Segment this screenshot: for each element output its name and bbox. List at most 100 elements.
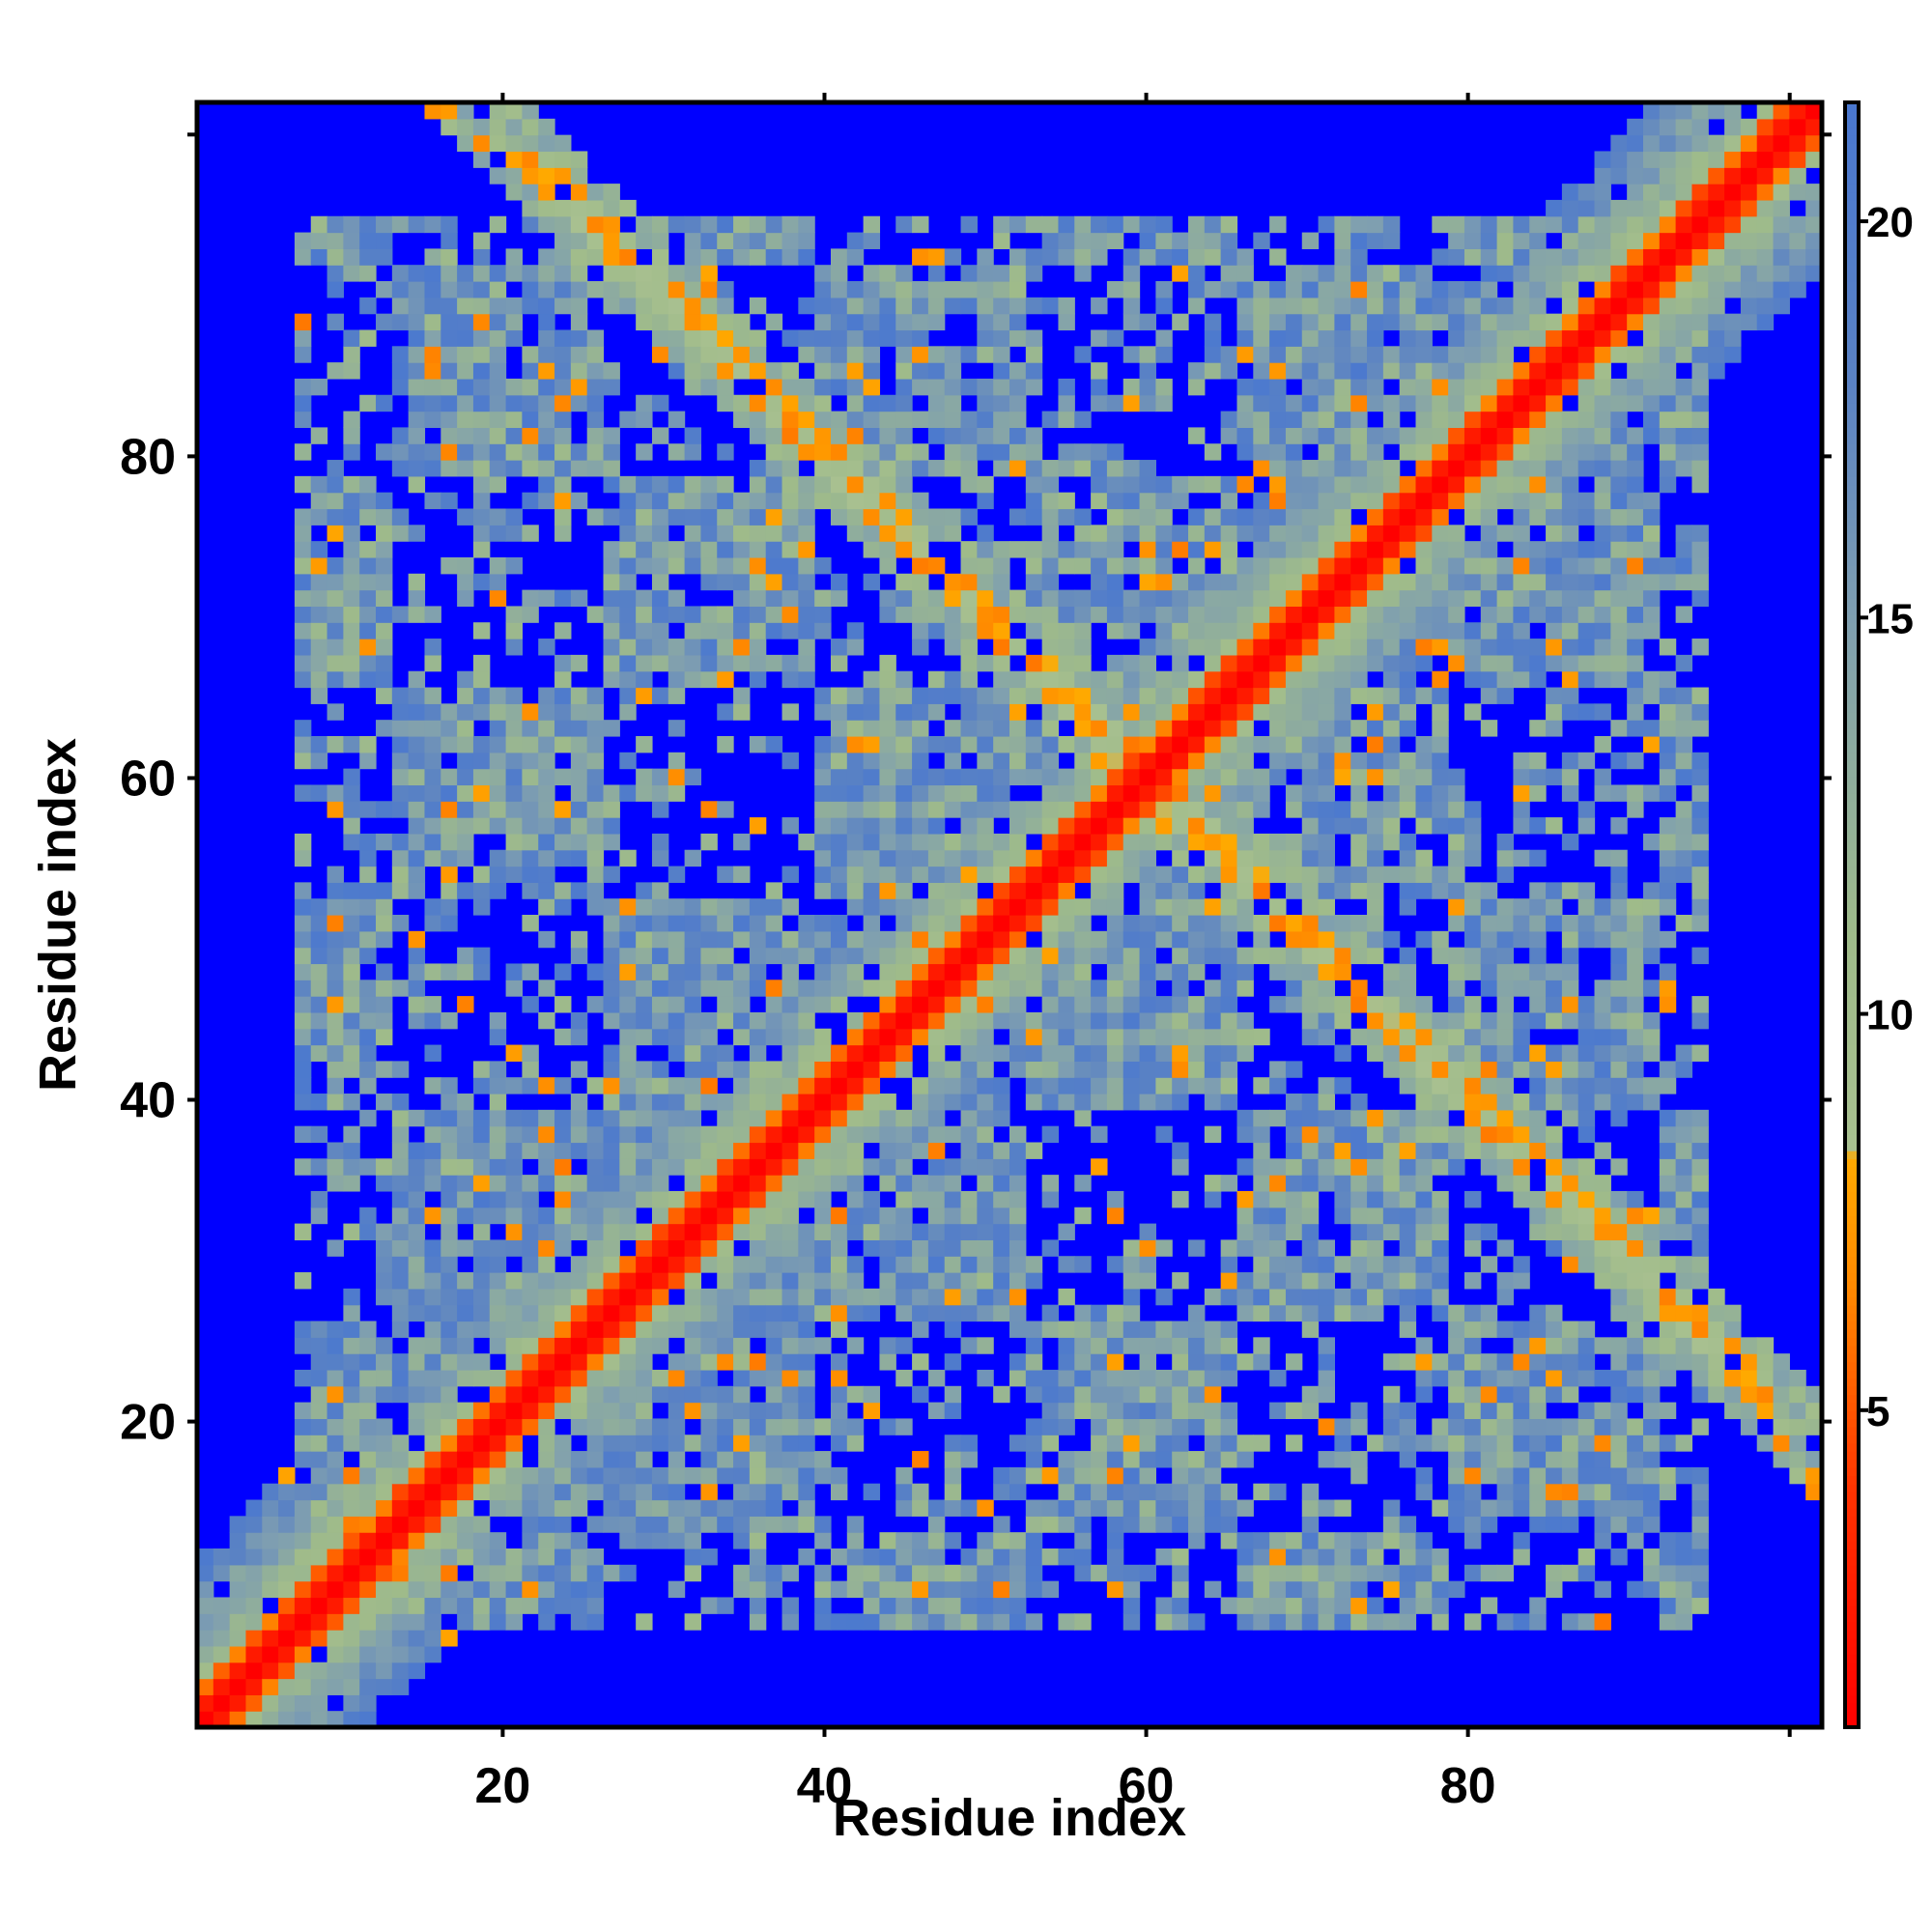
heatmap-cell (749, 508, 767, 526)
heatmap-cell (489, 720, 507, 737)
heatmap-cell (977, 930, 994, 949)
heatmap-cell (1432, 866, 1449, 883)
heatmap-cell (1382, 1207, 1401, 1225)
heatmap-cell (1399, 947, 1417, 965)
heatmap-cell (1155, 1288, 1173, 1306)
heatmap-cell (1318, 784, 1335, 802)
heatmap-cell (1350, 768, 1368, 786)
heatmap-cell (1382, 801, 1401, 818)
heatmap-cell (538, 784, 555, 802)
heatmap-cell (1236, 1597, 1254, 1614)
heatmap-cell (1367, 346, 1384, 363)
heatmap-cell (505, 427, 523, 444)
heatmap-cell (570, 1109, 588, 1127)
heatmap-cell (1463, 1613, 1482, 1631)
heatmap-cell (359, 1011, 377, 1030)
heatmap-cell (1009, 589, 1027, 608)
heatmap-cell (343, 622, 360, 639)
heatmap-cell (1463, 460, 1482, 477)
heatmap-cell (408, 947, 426, 965)
heatmap-cell (814, 752, 832, 770)
heatmap-cell (310, 492, 328, 510)
heatmap-cell (651, 541, 669, 558)
heatmap-cell (229, 1580, 247, 1599)
heatmap-cell (343, 1418, 360, 1435)
heatmap-cell (1122, 963, 1141, 980)
heatmap-cell (1009, 768, 1027, 786)
heatmap-cell (424, 1369, 441, 1387)
heatmap-cell (440, 1597, 458, 1614)
heatmap-cell (927, 768, 946, 786)
heatmap-cell (684, 346, 702, 363)
heatmap-cell (1269, 915, 1287, 932)
heatmap-cell (927, 525, 946, 542)
heatmap-cell (717, 1385, 734, 1404)
heatmap-cell (814, 980, 832, 997)
heatmap-cell (1009, 1369, 1027, 1387)
heatmap-cell (765, 1094, 783, 1111)
heatmap-cell (586, 460, 605, 477)
heatmap-cell (1091, 460, 1108, 477)
heatmap-cell (733, 606, 751, 623)
heatmap-cell (1025, 460, 1043, 477)
heatmap-cell (993, 1580, 1010, 1599)
heatmap-cell (1009, 460, 1027, 477)
heatmap-cell (1301, 817, 1320, 835)
heatmap-cell (1204, 703, 1222, 721)
heatmap-cell (1091, 1499, 1108, 1517)
heatmap-cell (457, 1532, 474, 1549)
heatmap-cell (798, 606, 815, 623)
heatmap-cell (993, 963, 1010, 980)
heatmap-cell (376, 556, 393, 575)
heatmap-cell (1448, 378, 1465, 396)
heatmap-cell (700, 1597, 718, 1614)
heatmap-cell (636, 1369, 653, 1387)
heatmap-cell (1448, 784, 1465, 802)
heatmap-cell (570, 1094, 588, 1111)
heatmap-cell (440, 1532, 458, 1549)
heatmap-cell (570, 1288, 588, 1306)
heatmap-cell (1448, 589, 1465, 608)
heatmap-cell (1155, 475, 1173, 494)
heatmap-cell (749, 1028, 767, 1046)
heatmap-cell (310, 1466, 328, 1485)
heatmap-cell (863, 427, 881, 444)
heatmap-cell (830, 687, 848, 704)
heatmap-cell (1172, 752, 1189, 770)
heatmap-cell (505, 801, 523, 818)
heatmap-cell (1318, 639, 1335, 656)
heatmap-cell (489, 1564, 507, 1582)
heatmap-cell (863, 752, 881, 770)
heatmap-cell (977, 687, 994, 704)
heatmap-cell (879, 281, 896, 298)
heatmap-cell (1009, 735, 1027, 753)
heatmap-cell (1236, 768, 1254, 786)
heatmap-cell (700, 1239, 718, 1257)
heatmap-cell (1091, 703, 1108, 721)
heatmap-cell (408, 833, 426, 851)
heatmap-cell (603, 1044, 620, 1062)
heatmap-cell (636, 1223, 653, 1240)
heatmap-cell (1367, 1223, 1384, 1240)
heatmap-cell (1334, 1564, 1351, 1582)
heatmap-cell (684, 443, 702, 461)
heatmap-cell (684, 362, 702, 380)
heatmap-cell (408, 784, 426, 802)
heatmap-cell (1334, 1142, 1351, 1159)
heatmap-cell (310, 654, 328, 672)
heatmap-cell (1448, 654, 1465, 672)
heatmap-cell (327, 980, 344, 997)
heatmap-cell (717, 735, 734, 753)
heatmap-cell (489, 768, 507, 786)
heatmap-cell (1367, 996, 1384, 1013)
heatmap-cell (749, 947, 767, 965)
heatmap-cell (651, 882, 669, 899)
heatmap-cell (1041, 639, 1060, 656)
heatmap-cell (424, 1580, 441, 1599)
heatmap-cell (781, 930, 799, 949)
heatmap-cell (1122, 1499, 1141, 1517)
heatmap-cell (554, 1597, 572, 1614)
heatmap-cell (1301, 768, 1320, 786)
heatmap-cell (765, 1369, 783, 1387)
heatmap-cell (993, 898, 1010, 916)
